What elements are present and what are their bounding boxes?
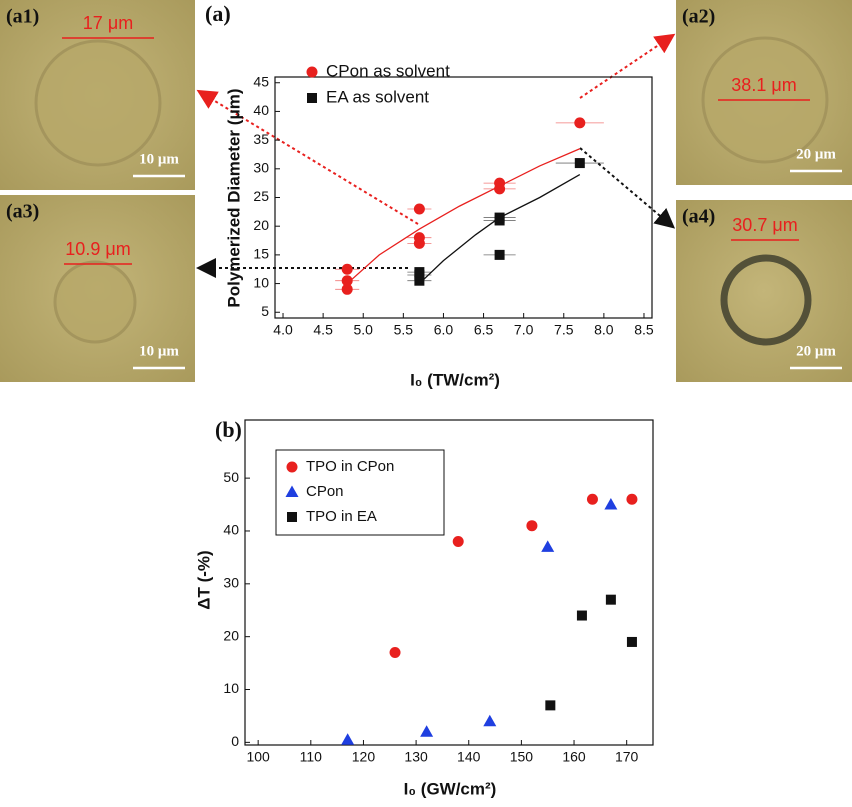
scale-label: 20 μm <box>796 343 836 359</box>
data-point <box>414 203 425 214</box>
y-tick-label: 15 <box>253 246 269 262</box>
legend-label: TPO in CPon <box>306 458 394 475</box>
y-tick-label: 5 <box>261 303 269 319</box>
data-point <box>541 540 554 552</box>
y-tick-label: 45 <box>253 73 269 89</box>
data-point <box>414 267 424 277</box>
legend-label: CPon as solvent <box>326 61 450 80</box>
y-tick-label: 20 <box>223 627 239 643</box>
data-point <box>577 611 587 621</box>
x-tick-label: 110 <box>300 749 323 765</box>
y-tick-label: 30 <box>223 575 239 591</box>
scale-label: 10 μm <box>139 151 179 167</box>
data-point <box>420 725 433 737</box>
data-point <box>526 520 537 531</box>
y-tick-label: 25 <box>253 188 269 204</box>
data-point <box>545 700 555 710</box>
measure-label: 38.1 μm <box>731 75 796 95</box>
measure-label: 17 μm <box>83 13 133 33</box>
y-axis-label: ΔT (-%) <box>194 550 213 609</box>
inset-label: (a1) <box>6 6 39 28</box>
x-tick-label: 120 <box>352 749 376 765</box>
x-tick-label: 130 <box>404 749 428 765</box>
x-tick-label: 170 <box>615 749 639 765</box>
y-tick-label: 50 <box>223 469 239 485</box>
legend-label: EA as solvent <box>326 87 429 106</box>
legend-marker <box>307 93 317 103</box>
data-point <box>627 637 637 647</box>
data-point <box>495 213 505 223</box>
scale-label: 20 μm <box>796 146 836 162</box>
polymerized-spot <box>36 41 160 165</box>
data-point <box>341 733 354 745</box>
x-tick-label: 5.5 <box>394 322 414 338</box>
inset-label: (a2) <box>682 6 715 28</box>
x-axis-label: I₀ (TW/cm²) <box>410 370 500 389</box>
x-tick-label: 8.0 <box>594 322 614 338</box>
data-point <box>414 232 425 243</box>
x-tick-label: 7.0 <box>514 322 534 338</box>
data-point <box>606 595 616 605</box>
polymerized-spot <box>55 262 135 342</box>
x-tick-label: 150 <box>510 749 534 765</box>
x-axis-label: I₀ (GW/cm²) <box>404 779 497 798</box>
data-point <box>626 494 637 505</box>
data-point <box>604 498 617 510</box>
x-tick-label: 6.0 <box>434 322 454 338</box>
inset-label: (a3) <box>6 201 39 223</box>
arrow <box>580 36 672 98</box>
y-tick-label: 20 <box>253 217 269 233</box>
fit-curve <box>347 149 580 284</box>
chart: (b) 100 110 120 130 140 150 160 170 0 10 20 30 40 50 I₀… <box>194 417 653 798</box>
micrograph-insets: (a1) 17 μm 10 μm (a2) 38.1 μm 20 μm (a3) 10.9 μ… <box>0 0 852 382</box>
data-point <box>453 536 464 547</box>
x-tick-label: 5.0 <box>353 322 373 338</box>
x-tick-label: 100 <box>246 749 270 765</box>
measure-label: 10.9 μm <box>65 239 130 259</box>
x-tick-label: 7.5 <box>554 322 574 338</box>
y-tick-label: 10 <box>223 680 239 696</box>
data-point <box>587 494 598 505</box>
legend-label: CPon <box>306 483 344 500</box>
y-tick-label: 10 <box>253 274 269 290</box>
data-point <box>574 117 585 128</box>
inset-label: (a4) <box>682 206 715 228</box>
plot-frame <box>275 77 652 318</box>
legend-marker <box>287 462 298 473</box>
measure-label: 30.7 μm <box>732 215 797 235</box>
x-tick-label: 140 <box>457 749 481 765</box>
chart: (a) 4.0 4.5 5.0 5.5 6.0 6.5 7.0 7.5 8.0 8.5 5 10 15 20… <box>205 1 654 389</box>
chart-title: (b) <box>215 417 242 442</box>
data-point <box>390 647 401 658</box>
x-tick-label: 4.5 <box>313 322 333 338</box>
x-tick-label: 8.5 <box>634 322 654 338</box>
y-axis-label: Polymerized Diameter (μm) <box>224 88 243 307</box>
data-point <box>342 264 353 275</box>
data-point <box>494 178 505 189</box>
y-tick-label: 40 <box>223 522 239 538</box>
scale-label: 10 μm <box>139 343 179 359</box>
data-point <box>495 250 505 260</box>
y-tick-label: 35 <box>253 131 269 147</box>
x-tick-label: 6.5 <box>474 322 494 338</box>
legend-label: TPO in EA <box>306 508 377 525</box>
data-point <box>575 158 585 168</box>
data-point <box>342 275 353 286</box>
data-point <box>483 715 496 727</box>
legend-marker <box>307 67 318 78</box>
arrow <box>580 148 672 226</box>
figure: (a1) 17 μm 10 μm (a2) 38.1 μm 20 μm (a3) 10.9 μ… <box>0 0 852 807</box>
y-tick-label: 0 <box>231 733 239 749</box>
y-tick-label: 30 <box>253 160 269 176</box>
x-tick-label: 160 <box>562 749 586 765</box>
chart-title: (a) <box>205 1 231 26</box>
y-tick-label: 40 <box>253 102 269 118</box>
legend-marker <box>287 512 297 522</box>
x-tick-label: 4.0 <box>273 322 293 338</box>
